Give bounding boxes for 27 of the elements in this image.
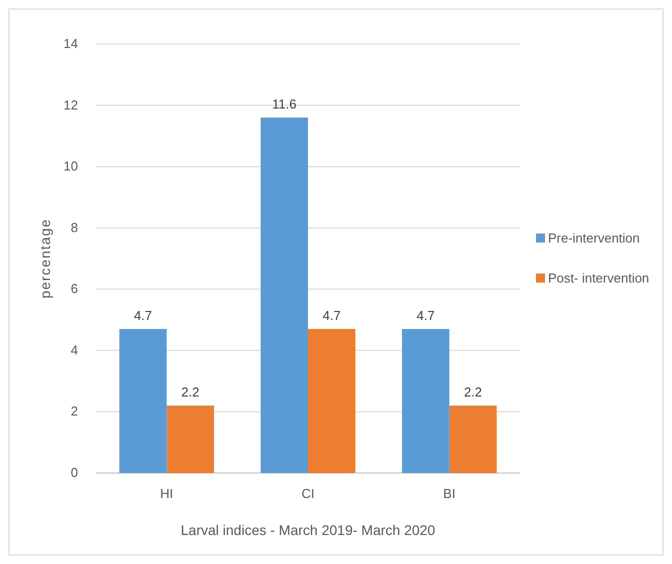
bar <box>166 406 214 473</box>
legend-label: Pre-intervention <box>548 230 640 246</box>
bar <box>260 118 308 473</box>
data-label: 4.7 <box>416 308 435 323</box>
x-tick-label: CI <box>302 486 314 501</box>
x-tick-label: HI <box>160 486 174 501</box>
data-label: 2.2 <box>181 384 200 400</box>
data-label: 2.2 <box>464 384 482 400</box>
y-tick-label: 2 <box>70 404 78 419</box>
data-label: 11.6 <box>272 96 296 112</box>
bar <box>402 328 450 473</box>
y-tick-label: 4 <box>70 342 78 358</box>
bar <box>308 328 356 473</box>
y-tick-label: 12 <box>64 97 78 112</box>
legend-label: Post- intervention <box>548 270 650 286</box>
bar <box>119 328 167 473</box>
y-tick-label: 8 <box>70 220 78 235</box>
data-label: 4.7 <box>322 308 341 323</box>
y-tick-label: 14 <box>64 36 78 51</box>
x-axis-title: Larval indices - March 2019- March 2020 <box>180 522 436 538</box>
bar <box>449 406 497 473</box>
y-tick-label: 6 <box>70 281 78 296</box>
data-label: 4.7 <box>134 308 152 323</box>
y-axis-title: percentage <box>37 218 53 299</box>
y-tick-label: 10 <box>64 158 78 174</box>
y-tick-label: 0 <box>70 465 78 480</box>
x-tick-label: BI <box>443 486 456 501</box>
